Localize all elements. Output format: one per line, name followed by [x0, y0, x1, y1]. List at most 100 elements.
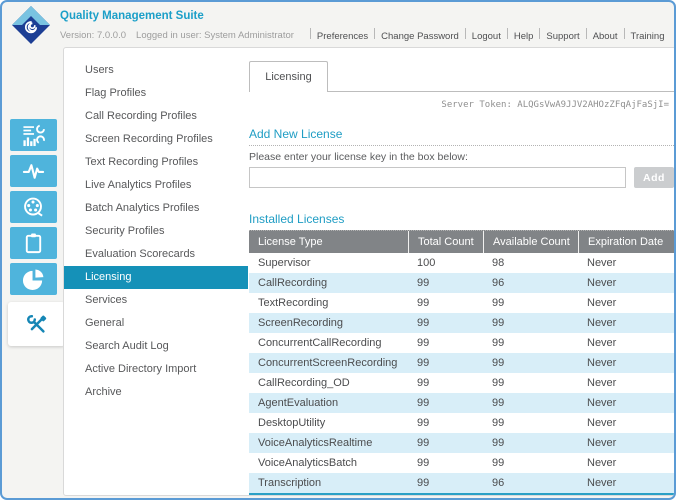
table-row: VoiceAnalyticsRealtime 99 99 Never [249, 433, 674, 453]
tab-licensing[interactable]: Licensing [249, 61, 328, 92]
column-header-available-count: Available Count [483, 231, 578, 253]
table-cell: 99 [492, 457, 505, 469]
add-new-license-heading: Add New License [249, 127, 343, 141]
table-cell: CallRecording [258, 277, 328, 289]
menu-separator [506, 28, 508, 39]
header-menu: Preferences Change Password Logout Help Supp… [304, 28, 665, 42]
table-cell: Never [587, 357, 617, 369]
sidebar-tile-tools[interactable] [8, 302, 65, 346]
add-button-label: Add [643, 171, 665, 184]
sidebar-tile-dashboard-reports[interactable] [10, 119, 57, 151]
clipboard-icon [22, 232, 45, 255]
table-cell: Supervisor [258, 257, 311, 269]
menu-separator [374, 28, 376, 39]
table-cell: 99 [417, 277, 430, 289]
sidebar-tile-clipboard[interactable] [10, 227, 57, 259]
table-row: ConcurrentCallRecording 99 99 Never [249, 333, 674, 353]
table-cell: 99 [492, 397, 505, 409]
sidebar-item-search-audit-log[interactable]: Search Audit Log [85, 340, 169, 352]
header-meta-row: Version: 7.0.0.0 Logged in user: System … [60, 28, 670, 42]
sidebar-tile-media-reel[interactable] [10, 191, 57, 223]
column-header-license-type: License Type [258, 236, 323, 248]
table-cell: ConcurrentCallRecording [258, 337, 382, 349]
table-row: ConcurrentScreenRecording 99 99 Never [249, 353, 674, 373]
table-cell: VoiceAnalyticsRealtime [258, 437, 373, 449]
table-cell: 99 [492, 337, 505, 349]
table-cell: AgentEvaluation [258, 397, 339, 409]
header-menu-item-about[interactable]: About [592, 31, 618, 42]
table-cell: 99 [492, 317, 505, 329]
menu-separator [539, 28, 541, 39]
table-cell: 98 [492, 257, 505, 269]
table-row: ScreenRecording 99 99 Never [249, 313, 674, 333]
table-cell: DesktopUtility [258, 417, 326, 429]
app-logo-icon [11, 5, 51, 45]
app-header: Quality Management Suite Version: 7.0.0.… [2, 2, 674, 47]
table-cell: 99 [417, 397, 430, 409]
table-cell: 99 [417, 297, 430, 309]
sidebar-item-screen-recording-profiles[interactable]: Screen Recording Profiles [85, 133, 213, 145]
content-panel: Users Flag Profiles Call Recording Profile… [63, 47, 674, 496]
sidebar-item-batch-analytics-profiles[interactable]: Batch Analytics Profiles [85, 202, 200, 214]
app-title: Quality Management Suite [60, 10, 204, 22]
menu-separator [309, 28, 311, 39]
table-cell: Never [587, 397, 617, 409]
sidebar-item-active-directory-import[interactable]: Active Directory Import [85, 363, 197, 375]
table-cell: Never [587, 297, 617, 309]
sidebar-item-security-profiles[interactable]: Security Profiles [85, 225, 165, 237]
table-cell: Never [587, 277, 617, 289]
table-cell: VoiceAnalyticsBatch [258, 457, 358, 469]
table-row: AgentEvaluation 99 99 Never [249, 393, 674, 413]
table-cell: 99 [492, 297, 505, 309]
table-row: Transcription 99 96 Never [249, 473, 674, 493]
table-cell: 99 [492, 437, 505, 449]
table-cell: 96 [492, 477, 505, 489]
sidebar-item-call-recording-profiles[interactable]: Call Recording Profiles [85, 110, 197, 122]
logged-in-user-label: Logged in user: System Administrator [136, 29, 294, 41]
sidebar-item-text-recording-profiles[interactable]: Text Recording Profiles [85, 156, 199, 168]
header-menu-item-logout[interactable]: Logout [471, 31, 501, 42]
header-menu-item-support[interactable]: Support [546, 31, 580, 42]
license-key-input[interactable] [249, 167, 626, 188]
table-cell: 99 [417, 337, 430, 349]
table-cell: Never [587, 417, 617, 429]
sidebar-item-archive[interactable]: Archive [85, 386, 122, 398]
sidebar-tile-audio-pulse[interactable] [10, 155, 57, 187]
header-menu-item-preferences[interactable]: Preferences [316, 31, 369, 42]
header-menu-item-change-password[interactable]: Change Password [381, 31, 459, 42]
tools-icon [25, 313, 48, 336]
table-cell: Never [587, 337, 617, 349]
sidebar-item-users[interactable]: Users [85, 64, 114, 76]
installed-licenses-table: License Type Total Count Available Count Ex… [249, 230, 674, 495]
sidebar-item-evaluation-scorecards[interactable]: Evaluation Scorecards [85, 248, 196, 260]
table-cell: 99 [417, 317, 430, 329]
tab-label: Licensing [265, 71, 312, 83]
table-cell: Never [587, 457, 617, 469]
table-row: CallRecording_OD 99 99 Never [249, 373, 674, 393]
table-cell: 99 [417, 477, 430, 489]
table-row: CallRecording 99 96 Never [249, 273, 674, 293]
table-cell: 99 [417, 417, 430, 429]
add-button[interactable]: Add [634, 167, 674, 188]
table-cell: 100 [417, 257, 436, 269]
table-cell: Never [587, 257, 617, 269]
sidebar-item-general[interactable]: General [85, 317, 125, 329]
audio-pulse-icon [22, 160, 45, 183]
table-row: VoiceAnalyticsBatch 99 99 Never [249, 453, 674, 473]
sidebar-item-services[interactable]: Services [85, 294, 128, 306]
sidebar-item-licensing[interactable]: Licensing [64, 266, 248, 289]
pie-chart-icon [22, 268, 45, 291]
header-menu-item-help[interactable]: Help [513, 31, 534, 42]
table-cell: 99 [417, 457, 430, 469]
table-bottom-border [249, 493, 674, 495]
header-menu-item-training[interactable]: Training [630, 31, 665, 42]
sidebar-item-flag-profiles[interactable]: Flag Profiles [85, 87, 147, 99]
add-section-divider [249, 145, 674, 146]
table-row: Supervisor 100 98 Never [249, 253, 674, 273]
sidebar-tile-pie-chart[interactable] [10, 263, 57, 295]
sidebar-item-live-analytics-profiles[interactable]: Live Analytics Profiles [85, 179, 192, 191]
table-row: TextRecording 99 99 Never [249, 293, 674, 313]
media-reel-icon [22, 196, 45, 219]
table-cell: 99 [492, 377, 505, 389]
